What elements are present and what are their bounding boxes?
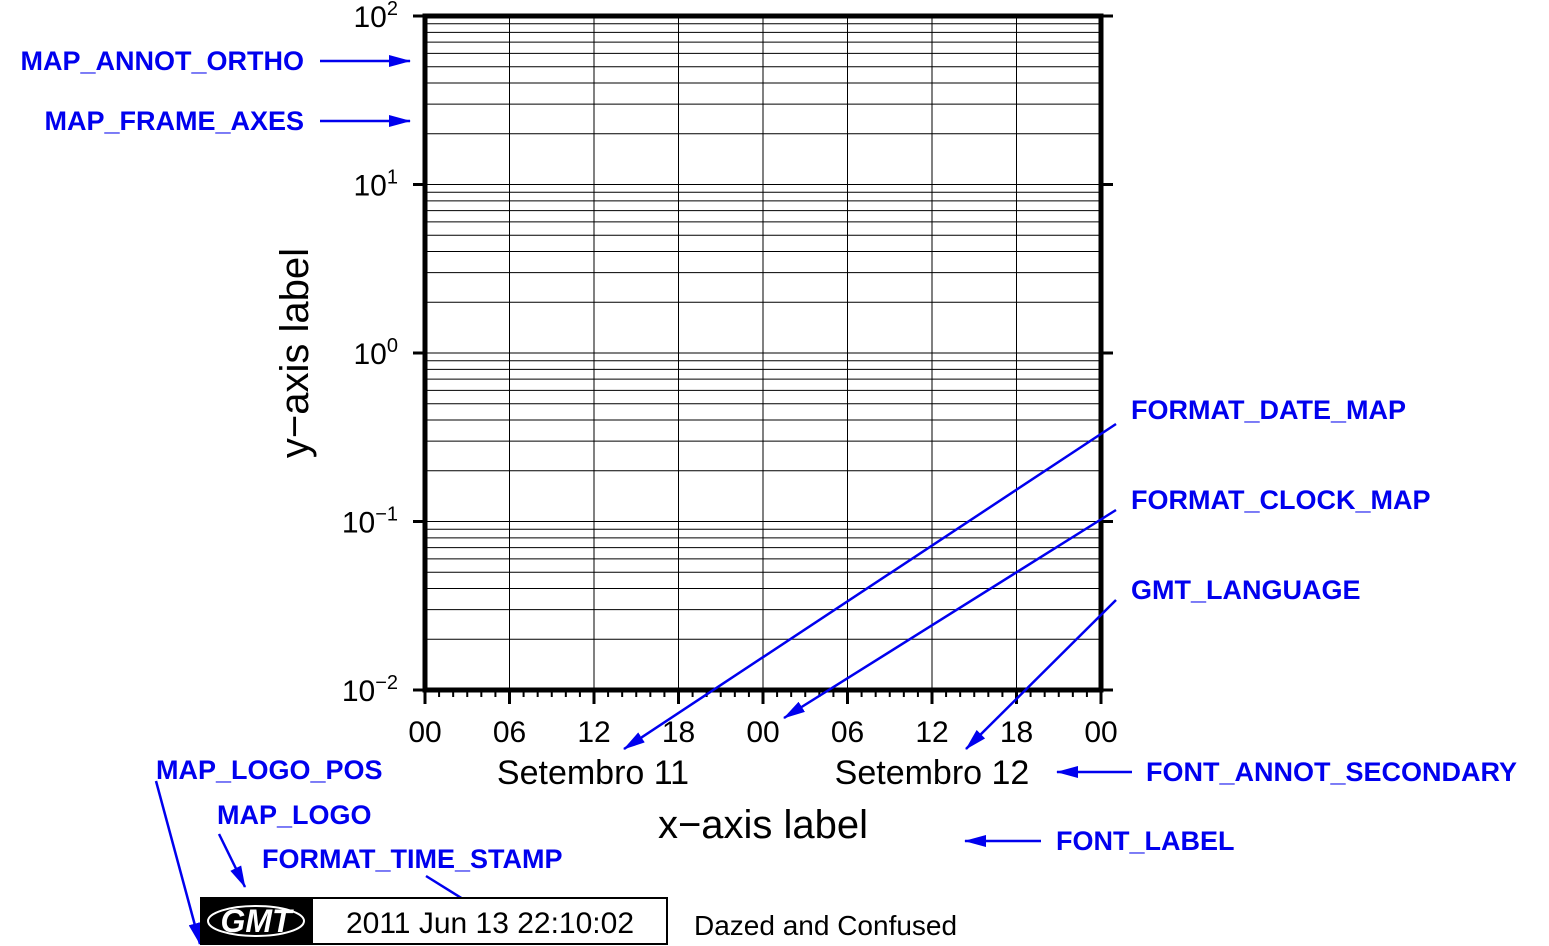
callout-map-logo-pos: MAP_LOGO_POS [156, 755, 383, 785]
callout-format-clock-map: FORMAT_CLOCK_MAP [1131, 485, 1431, 515]
callout-map-logo: MAP_LOGO [217, 800, 372, 830]
y-tick-label: 100 [354, 335, 399, 371]
x-tick-label: 18 [1000, 716, 1033, 749]
gmt-logo-swirl-icon [207, 905, 305, 937]
x-secondary-label-day2: Setembro 12 [835, 754, 1030, 792]
gmt-logo: GMT [220, 903, 294, 939]
callout-format-time-stamp: FORMAT_TIME_STAMP [262, 844, 563, 874]
arrow-gmt-language [965, 599, 1117, 750]
callout-format-date-map: FORMAT_DATE_MAP [1131, 395, 1406, 425]
callout-font-annot-secondary: FONT_ANNOT_SECONDARY [1146, 757, 1517, 787]
x-axis-label: x−axis label [658, 803, 868, 847]
x-tick-label: 12 [577, 716, 610, 749]
x-secondary-label-day1: Setembro 11 [497, 754, 689, 792]
callout-map-frame-axes: MAP_FRAME_AXES [44, 106, 304, 136]
x-tick-label: 06 [831, 716, 864, 749]
y-tick-label: 102 [354, 0, 399, 34]
callout-gmt-language: GMT_LANGUAGE [1131, 575, 1361, 605]
plot-grid [425, 16, 1101, 690]
x-tick-label: 00 [408, 716, 441, 749]
x-tick-label: 00 [1084, 716, 1117, 749]
callout-font-label: FONT_LABEL [1056, 826, 1235, 856]
x-tick-label: 12 [915, 716, 948, 749]
time-box [311, 897, 668, 945]
x-tick-label: 00 [746, 716, 779, 749]
y-tick-label: 10−2 [342, 672, 398, 708]
time-stamp-text: 2011 Jun 13 22:10:02 [346, 907, 634, 940]
y-axis-label: y−axis label [273, 248, 317, 458]
arrow-map-logo-pos [154, 780, 202, 945]
time-stamp-comment: Dazed and Confused [694, 910, 957, 941]
y-tick-label: 10−1 [342, 504, 398, 540]
x-tick-label: 06 [493, 716, 526, 749]
axis-ticks [413, 14, 1113, 704]
y-tick-label: 101 [354, 167, 399, 203]
arrow-format-date-map [623, 422, 1117, 751]
y-tick-labels: 102 101 100 10−1 10−2 [342, 0, 398, 708]
x-tick-labels: 00 06 12 18 00 06 12 18 00 [408, 716, 1117, 749]
time-stamp: GMT 2011 Jun 13 22:10:02 [200, 897, 668, 945]
arrow-format-clock-map [783, 508, 1117, 720]
callout-map-annot-ortho: MAP_ANNOT_ORTHO [20, 46, 304, 76]
arrow-map-logo [217, 833, 247, 888]
